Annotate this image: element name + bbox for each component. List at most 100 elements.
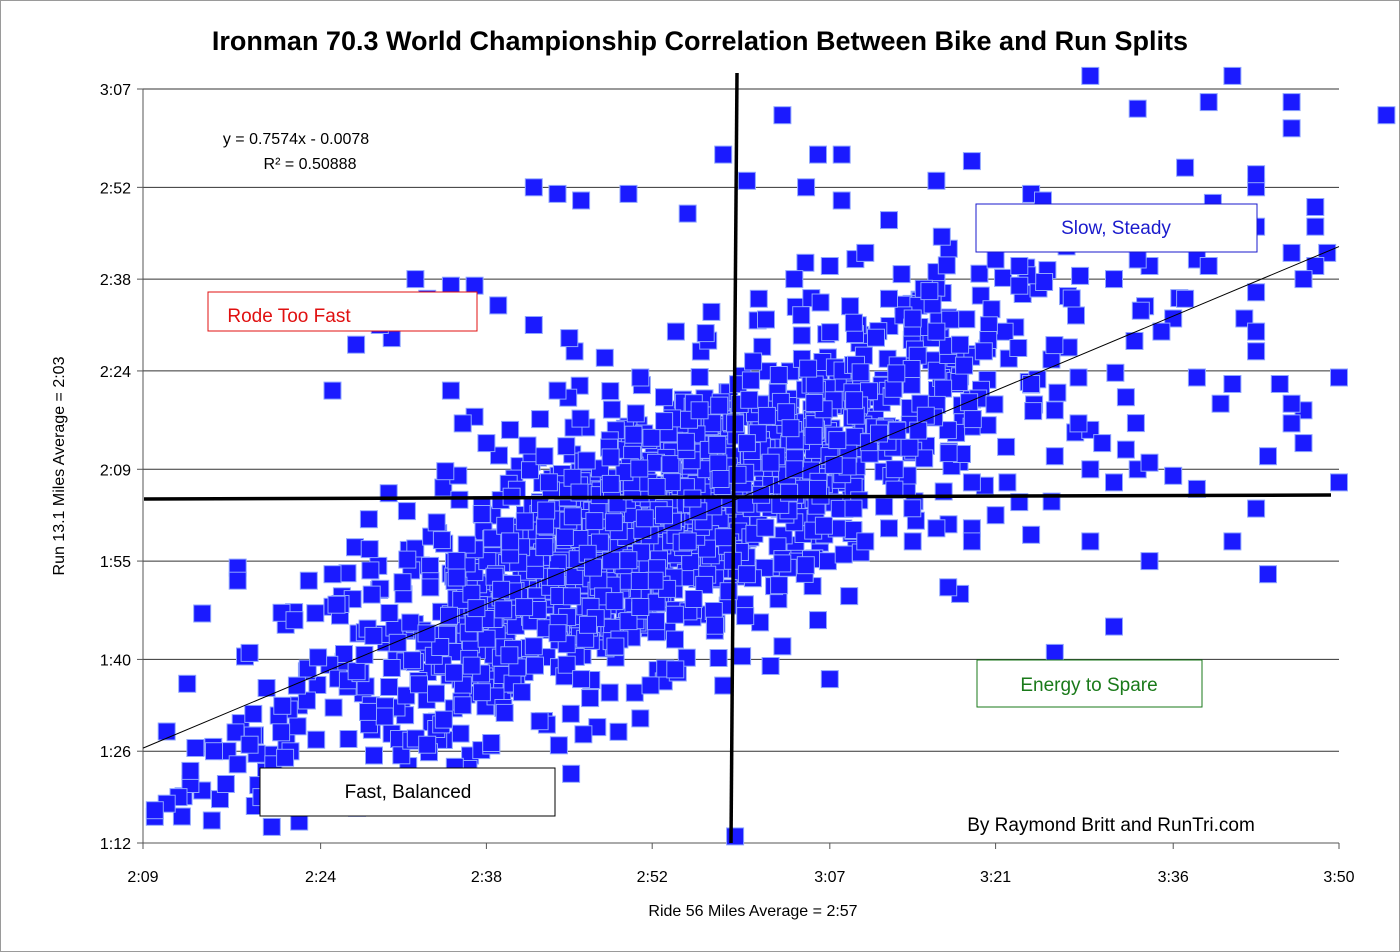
data-point <box>915 449 934 468</box>
data-point <box>695 575 714 594</box>
data-point <box>398 550 417 569</box>
data-point <box>985 395 1004 414</box>
data-point <box>432 531 451 550</box>
data-point <box>1010 493 1029 512</box>
data-point <box>306 604 325 623</box>
data-point <box>736 607 755 626</box>
r-squared-value: R² = 0.50888 <box>264 156 357 173</box>
data-point <box>515 512 534 531</box>
data-point <box>193 604 212 623</box>
data-point <box>709 454 728 473</box>
data-point <box>434 710 453 729</box>
data-point <box>1035 273 1054 291</box>
data-point <box>530 712 549 731</box>
data-point <box>1223 66 1242 85</box>
data-point <box>939 444 958 463</box>
data-point <box>811 293 830 312</box>
data-point <box>172 807 191 826</box>
data-point <box>844 499 863 518</box>
data-point <box>630 459 649 478</box>
data-point <box>880 211 898 230</box>
y-tick-label: 1:12 <box>100 836 131 853</box>
data-point <box>1187 479 1206 498</box>
data-point <box>974 342 993 361</box>
data-point <box>375 707 394 726</box>
data-point <box>809 479 827 498</box>
data-point <box>1093 434 1112 453</box>
data-point <box>625 683 644 702</box>
trendline-equation: y = 0.7574x - 0.0078 <box>223 131 369 148</box>
data-point <box>228 755 247 774</box>
data-point <box>867 328 885 347</box>
data-point <box>307 730 326 749</box>
data-point <box>962 532 981 551</box>
data-point <box>518 436 537 455</box>
data-point <box>1062 289 1081 308</box>
data-point <box>781 419 800 438</box>
data-point <box>145 801 164 820</box>
data-point <box>464 614 483 633</box>
data-point <box>880 289 898 308</box>
data-point <box>706 616 724 635</box>
data-point <box>820 670 839 689</box>
data-point <box>856 532 875 551</box>
data-point <box>619 184 638 203</box>
data-point <box>359 702 377 721</box>
data-point <box>955 356 974 375</box>
data-point <box>382 659 401 677</box>
data-point <box>531 410 550 429</box>
data-point <box>403 651 422 670</box>
data-point <box>805 394 824 412</box>
data-point <box>1048 383 1067 402</box>
data-point <box>601 382 620 401</box>
data-point <box>297 691 316 710</box>
data-point <box>186 739 205 757</box>
data-point <box>666 660 685 679</box>
x-tick-label: 3:36 <box>1158 869 1189 886</box>
data-point <box>524 316 543 334</box>
data-point <box>240 735 259 754</box>
data-point <box>482 734 501 752</box>
data-point <box>601 474 620 493</box>
quadrant-box-fast-balanced: Fast, Balanced <box>259 767 556 817</box>
data-point <box>909 421 928 440</box>
data-point <box>1199 257 1218 275</box>
data-point <box>526 656 544 675</box>
data-point <box>609 722 628 741</box>
data-point <box>997 437 1016 456</box>
data-point <box>444 663 463 682</box>
data-point <box>360 540 379 559</box>
data-point <box>521 461 539 480</box>
data-point <box>662 473 681 492</box>
data-point <box>595 348 614 367</box>
data-point <box>821 323 840 342</box>
data-point <box>324 698 343 717</box>
quadrant-box-slow-steady: Slow, Steady <box>975 203 1258 253</box>
data-point <box>678 532 697 551</box>
y-tick-label: 1:40 <box>100 652 131 669</box>
x-tick-labels: 2:09 2:24 2:38 2:52 3:07 3:21 3:36 3:50 <box>127 869 1354 886</box>
data-point <box>840 587 859 606</box>
y-tick-labels: 3:07 2:52 2:38 2:24 2:09 1:55 1:40 1:26 1:12 <box>100 82 131 853</box>
credit-text: By Raymond Britt and RunTri.com <box>967 815 1255 836</box>
data-point <box>202 811 221 830</box>
data-point <box>846 406 865 425</box>
data-point <box>1211 394 1230 413</box>
data-point <box>741 371 760 390</box>
data-point <box>814 516 833 535</box>
data-point <box>1176 158 1195 177</box>
data-point <box>211 790 229 809</box>
label-energy-to-spare: Energy to Spare <box>1020 675 1157 696</box>
data-point <box>347 335 366 354</box>
data-point <box>1282 414 1301 433</box>
data-point <box>885 460 904 479</box>
data-point <box>630 572 649 590</box>
data-point <box>708 435 727 454</box>
data-point <box>406 270 425 289</box>
data-point <box>524 637 543 656</box>
data-point <box>1116 440 1135 459</box>
data-point <box>927 519 946 538</box>
data-point <box>690 401 709 420</box>
data-point <box>572 670 591 689</box>
